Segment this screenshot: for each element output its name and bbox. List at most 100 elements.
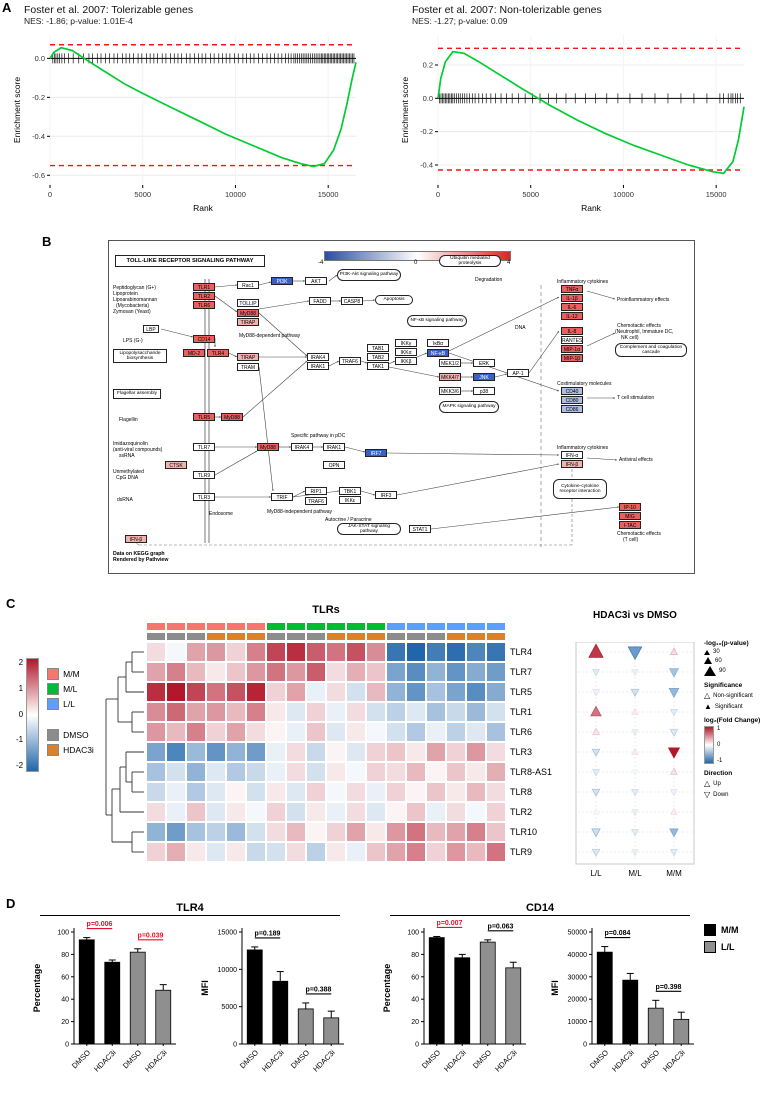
dotplot-mark bbox=[591, 748, 601, 757]
y-tick-label: 60 bbox=[411, 974, 419, 981]
dotplot-mark bbox=[591, 828, 601, 838]
heatmap-cell bbox=[306, 782, 326, 802]
legend-swatch bbox=[47, 729, 60, 741]
gsea-title: Foster et al. 2007: Tolerizable genes bbox=[24, 4, 194, 16]
heatmap-cell bbox=[326, 702, 346, 722]
annotation-cell bbox=[186, 622, 206, 631]
heatmap-cell bbox=[206, 802, 226, 822]
heatmap-cell bbox=[366, 722, 386, 742]
heatmap-cell bbox=[466, 702, 486, 722]
legend-label: M/M bbox=[63, 669, 80, 679]
value-scale: 2 1 0 -1 -2 bbox=[16, 658, 40, 772]
heatmap-cell bbox=[466, 782, 486, 802]
pathway-gene-node: p38 bbox=[473, 387, 495, 395]
edge bbox=[344, 446, 366, 453]
pathway-label: T cell stimulation bbox=[617, 395, 655, 401]
pvalue-label: p=0.189 bbox=[255, 930, 281, 937]
annotation-cell bbox=[146, 622, 166, 631]
pvalue-label: p=0.398 bbox=[656, 984, 682, 991]
pathway-gene-node: TLR5 bbox=[193, 413, 215, 421]
annotation-cell bbox=[266, 622, 286, 631]
heatmap-cell bbox=[146, 682, 166, 702]
legend-label: M/L bbox=[63, 684, 78, 694]
y-tick-label: 40 bbox=[61, 997, 69, 1004]
edge bbox=[360, 360, 368, 364]
heatmap-cell bbox=[286, 802, 306, 822]
pathway-gene-node: MIG bbox=[619, 512, 641, 520]
legend-label: HDAC3i bbox=[63, 745, 94, 755]
pathway-label: Imidazoquinolin bbox=[113, 441, 148, 447]
pathway-gene-node: IFN-α bbox=[561, 451, 583, 459]
pathway-label: Antiviral effects bbox=[619, 457, 653, 463]
heatmap-cell bbox=[346, 822, 366, 842]
x-tick-label: HDAC3i bbox=[493, 1048, 519, 1074]
heatmap-cell bbox=[406, 782, 426, 802]
heatmap-cell bbox=[406, 742, 426, 762]
dotplot-mark bbox=[631, 669, 639, 677]
heatmap-cell bbox=[266, 782, 286, 802]
heatmap-cell bbox=[246, 682, 266, 702]
pathway-gene-node: MyD88 bbox=[237, 309, 259, 317]
pathway-label: Autocrine / Paracrine bbox=[325, 517, 372, 523]
heatmap-cell bbox=[286, 722, 306, 742]
heatmap-cell bbox=[426, 662, 446, 682]
significance-legend-item: △ Non-significant bbox=[704, 691, 762, 700]
dotplot-mark bbox=[627, 646, 643, 661]
pathway-gene-node: IRAK1 bbox=[323, 443, 345, 451]
heatmap-cell bbox=[226, 742, 246, 762]
heatmap-cell bbox=[186, 682, 206, 702]
x-tick-label: DMSO bbox=[588, 1048, 610, 1070]
pathway-label: Lipopolysaccharide biosynthesis bbox=[113, 349, 167, 363]
dotplot-mark bbox=[630, 688, 640, 697]
pathway-gene-node: CASP8 bbox=[341, 297, 363, 305]
y-tick-label: 40000 bbox=[568, 952, 588, 959]
dotplot-mark bbox=[631, 809, 639, 817]
legend-label: M/M bbox=[721, 925, 739, 935]
bar bbox=[78, 939, 95, 1045]
panel-d-label: D bbox=[6, 896, 16, 911]
dotplot-mark bbox=[631, 849, 639, 857]
pathway-gene-node: MEK1/2 bbox=[439, 359, 461, 367]
pathway-label: Complement and coagulation cascade bbox=[615, 343, 687, 357]
heatmap-cell bbox=[206, 722, 226, 742]
fc-tick: -1 bbox=[717, 758, 723, 764]
pathway-gene-node: MD-2 bbox=[183, 349, 205, 357]
heatmap-cell bbox=[186, 842, 206, 862]
heatmap-cell bbox=[206, 682, 226, 702]
x-tick-label: HDAC3i bbox=[661, 1048, 687, 1074]
scale-tick: 2 bbox=[18, 658, 24, 667]
heatmap-cell bbox=[166, 682, 186, 702]
dotplot-mark bbox=[631, 729, 639, 737]
pathway-label: LPS (G-) bbox=[123, 338, 143, 344]
heatmap-cell bbox=[286, 842, 306, 862]
heatmap-cell bbox=[446, 742, 466, 762]
heatmap-cell bbox=[146, 822, 166, 842]
scale-min-label: -4 bbox=[318, 260, 324, 266]
heatmap-cell bbox=[166, 782, 186, 802]
annotation-cell bbox=[306, 622, 326, 631]
dotplot-mark bbox=[592, 769, 600, 777]
gsea-plot-tolerizable: Foster et al. 2007: Tolerizable genes NE… bbox=[10, 4, 366, 228]
annotation-cell bbox=[466, 632, 486, 641]
pathway-gene-node: TLR6 bbox=[193, 301, 215, 309]
legend-swatch bbox=[47, 698, 60, 710]
dotplot-title: HDAC3i vs DMSO bbox=[593, 610, 677, 621]
gene-label: TLR8-AS1 bbox=[510, 767, 553, 777]
pathway-gene-node: TLR1 bbox=[193, 283, 215, 291]
heatmap-cell bbox=[486, 802, 506, 822]
legend-item: M/L bbox=[47, 683, 94, 695]
heatmap-cell bbox=[346, 802, 366, 822]
pathway-gene-node: IFN-β bbox=[561, 460, 583, 468]
heatmap-annotations bbox=[146, 622, 506, 642]
gene-label: TLR7 bbox=[510, 667, 533, 677]
pathway-label: (T cell) bbox=[623, 537, 639, 543]
legend-swatch bbox=[47, 668, 60, 680]
annotation-cell bbox=[286, 622, 306, 631]
heatmap-legend: 2 1 0 -1 -2 M/M M/L L/L DMSO HDAC3i bbox=[16, 658, 94, 772]
heatmap-cell bbox=[326, 762, 346, 782]
edge bbox=[328, 274, 338, 282]
heatmap-cell bbox=[406, 842, 426, 862]
dotplot-mark bbox=[592, 669, 600, 677]
